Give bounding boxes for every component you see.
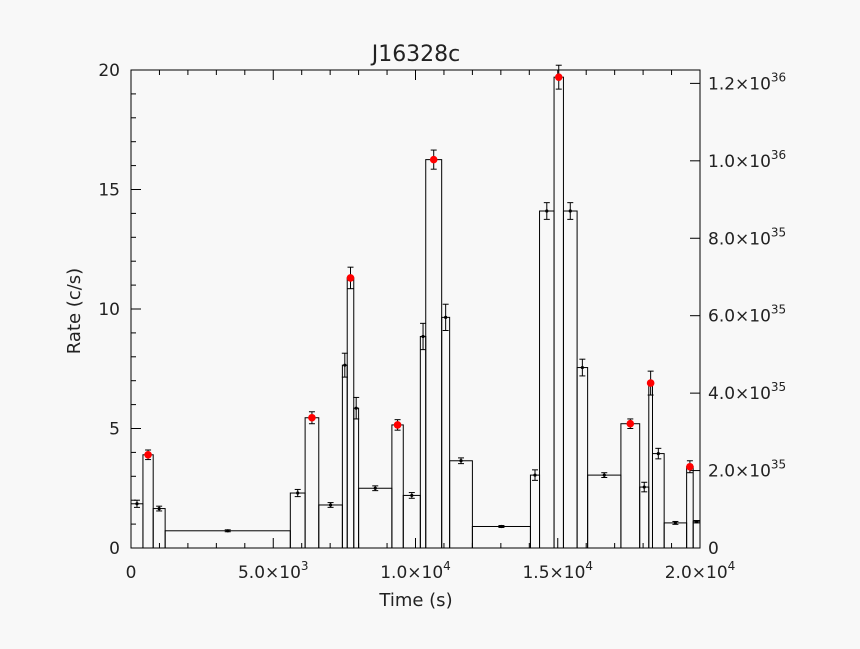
y-tick-label: 5 [109, 420, 120, 440]
data-point [656, 451, 660, 456]
data-point [444, 315, 448, 319]
y2-tick-label: 2.0×1035 [708, 458, 786, 482]
histogram-bin [587, 474, 622, 549]
histogram-bin [164, 530, 291, 549]
histogram-bin [425, 159, 443, 549]
red-marker [686, 462, 694, 471]
histogram-bin [289, 492, 306, 549]
histogram-bin [562, 210, 578, 549]
y2-tick-label: 6.0×1035 [708, 303, 786, 327]
red-marker [144, 450, 152, 459]
data-point [157, 506, 161, 511]
y2-tick-label: 4.0×1035 [708, 380, 786, 404]
data-point [568, 209, 572, 213]
histogram-bin [639, 486, 650, 549]
data-point [459, 459, 463, 463]
data-point [421, 334, 425, 339]
data-point [410, 493, 414, 498]
histogram-bin [358, 487, 393, 549]
histogram-bin [692, 521, 701, 549]
y-axis-label: Rate (c/s) [64, 268, 85, 354]
red-marker [429, 155, 438, 164]
red-marker [308, 413, 316, 422]
histogram-bin [318, 504, 343, 549]
y-tick-label: 0 [109, 539, 120, 559]
x-tick-label: 2.0×104 [665, 559, 736, 583]
y2-tick-label: 0 [708, 539, 719, 559]
x-tick-label: 0 [126, 563, 137, 583]
histogram-bin [651, 453, 665, 549]
histogram-bin [130, 503, 144, 549]
histogram-bin [471, 525, 531, 549]
histogram-bin [449, 460, 473, 549]
data-point [642, 485, 646, 489]
data-point [135, 502, 139, 506]
data-point [545, 209, 549, 213]
y2-tick-label: 1.2×1036 [708, 70, 786, 94]
histogram-bin [539, 210, 555, 549]
histogram-bin [346, 277, 355, 549]
histogram-bin [142, 454, 154, 549]
data-point [602, 473, 606, 477]
x-tick-label: 1.5×104 [522, 559, 593, 583]
x-axis-label: Time (s) [378, 590, 452, 611]
red-marker [554, 73, 563, 81]
chart-title: J16328c [370, 42, 461, 67]
y-tick-label: 15 [98, 181, 120, 201]
y-tick-label: 10 [98, 300, 120, 320]
histogram-bin [686, 466, 694, 549]
data-point [499, 524, 504, 529]
data-point [296, 491, 300, 495]
data-point [328, 503, 333, 507]
histogram-bin [341, 364, 348, 549]
red-marker [393, 421, 402, 429]
histogram-bin [304, 417, 320, 549]
histogram-bin [441, 316, 451, 549]
y-tick-label: 20 [98, 61, 120, 81]
histogram-bin [419, 335, 427, 549]
data-point [226, 529, 230, 533]
red-marker [646, 379, 655, 387]
red-marker [346, 274, 355, 282]
data-point [343, 363, 347, 367]
histogram-bin [391, 424, 404, 549]
y2-tick-label: 8.0×1035 [708, 225, 786, 249]
histogram-bin [553, 76, 564, 549]
histogram-bin [620, 423, 641, 549]
x-tick-label: 5.0×103 [238, 559, 309, 583]
histogram-bin [353, 407, 360, 549]
histogram-bin [529, 474, 541, 549]
histogram-bin [402, 494, 421, 549]
histogram-bin [648, 382, 653, 549]
plot-area: 0 5.0×103 1.0×104 1.5×104 2.0×1040510152002.… [98, 61, 786, 583]
data-point [694, 520, 699, 524]
data-point [673, 521, 677, 525]
plot-frame [130, 69, 701, 549]
data-point [373, 486, 377, 490]
data-point [354, 406, 358, 410]
histogram-bin [152, 508, 166, 549]
histogram-bin [663, 522, 688, 549]
histogram-bin [576, 367, 589, 549]
x-tick-label: 1.0×104 [380, 559, 451, 583]
data-point [533, 473, 537, 477]
data-point [580, 365, 584, 370]
y2-tick-label: 1.0×1036 [708, 148, 786, 172]
red-marker [626, 419, 635, 428]
